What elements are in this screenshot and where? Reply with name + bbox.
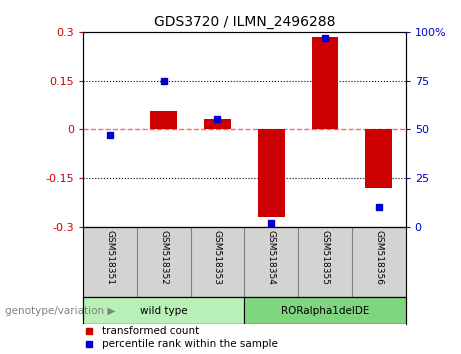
Text: GSM518351: GSM518351 xyxy=(106,230,114,285)
Text: GSM518354: GSM518354 xyxy=(267,230,276,285)
Bar xyxy=(312,37,338,129)
Bar xyxy=(83,297,244,324)
Text: GSM518356: GSM518356 xyxy=(374,230,383,285)
Bar xyxy=(365,129,392,188)
Bar xyxy=(150,112,177,129)
Text: genotype/variation ▶: genotype/variation ▶ xyxy=(5,306,115,316)
Text: wild type: wild type xyxy=(140,306,188,316)
Title: GDS3720 / ILMN_2496288: GDS3720 / ILMN_2496288 xyxy=(154,16,335,29)
Text: GSM518352: GSM518352 xyxy=(159,230,168,285)
Bar xyxy=(258,129,284,217)
Text: GSM518355: GSM518355 xyxy=(320,230,330,285)
Bar xyxy=(244,297,406,324)
Text: percentile rank within the sample: percentile rank within the sample xyxy=(102,339,278,349)
Text: GSM518353: GSM518353 xyxy=(213,230,222,285)
Text: RORalpha1delDE: RORalpha1delDE xyxy=(281,306,369,316)
Text: transformed count: transformed count xyxy=(102,326,200,336)
Bar xyxy=(204,119,231,129)
